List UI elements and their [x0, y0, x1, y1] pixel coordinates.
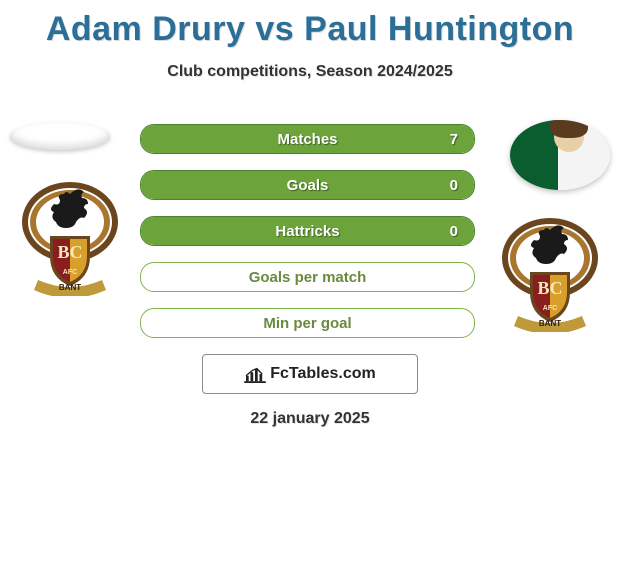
svg-text:AFC: AFC — [63, 269, 77, 276]
subtitle: Club competitions, Season 2024/2025 — [0, 63, 620, 81]
club-logo-left: BC AFC BANT — [20, 180, 120, 296]
stat-bar-label: Matches — [277, 131, 337, 148]
svg-text:AFC: AFC — [543, 305, 557, 312]
svg-text:BC: BC — [57, 242, 82, 262]
stat-bar: Hattricks 0 — [140, 216, 475, 246]
stat-bar-label: Hattricks — [275, 223, 339, 240]
player-right-avatar — [510, 120, 610, 190]
stat-bar-label: Min per goal — [263, 315, 351, 332]
stats-bars: Matches 7 Goals 0 Hattricks 0 Goals per match M… — [140, 124, 475, 354]
stat-bar: Min per goal — [140, 308, 475, 338]
brand-text: FcTables.com — [270, 365, 376, 383]
stat-bar: Matches 7 — [140, 124, 475, 154]
stat-bar: Goals 0 — [140, 170, 475, 200]
chart-icon — [244, 365, 266, 383]
club-logo-right: BC AFC BANT — [500, 216, 600, 332]
stat-bar-value: 7 — [450, 131, 458, 148]
svg-text:BC: BC — [537, 278, 562, 298]
player-left-avatar — [10, 122, 110, 150]
svg-text:BANT: BANT — [59, 283, 81, 292]
date: 22 january 2025 — [0, 410, 620, 428]
stat-bar-label: Goals per match — [249, 269, 367, 286]
brand-box: FcTables.com — [202, 354, 418, 394]
stat-bar: Goals per match — [140, 262, 475, 292]
stat-bar-value: 0 — [450, 177, 458, 194]
stat-bar-label: Goals — [287, 177, 329, 194]
stat-bar-value: 0 — [450, 223, 458, 240]
page-title: Adam Drury vs Paul Huntington — [0, 0, 620, 49]
svg-text:BANT: BANT — [539, 319, 561, 328]
